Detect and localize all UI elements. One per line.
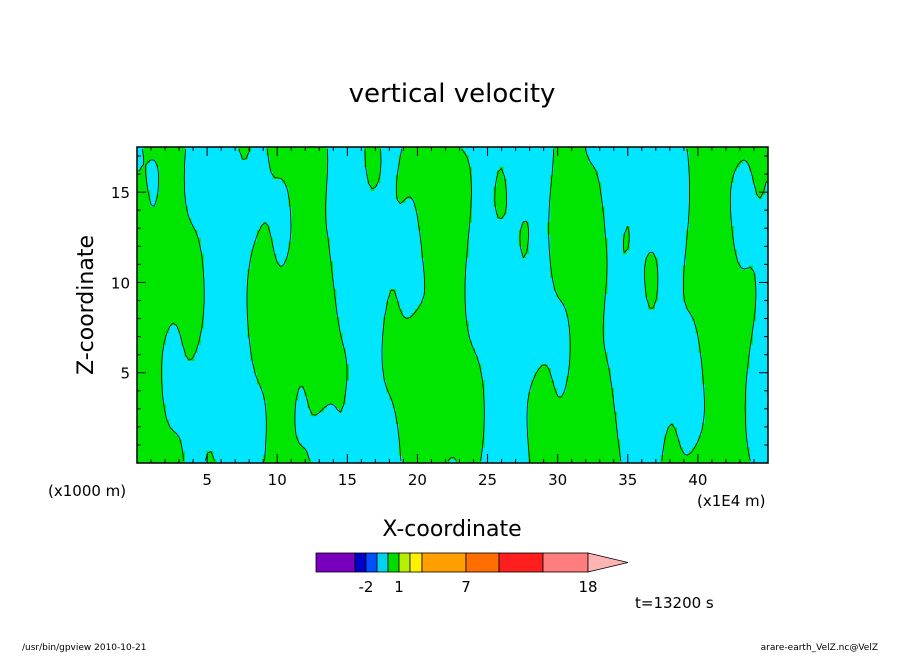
colorbar-label: 1 [394, 578, 404, 596]
x-axis-unit-right: (x1E4 m) [697, 492, 766, 510]
x-axis-label: X-coordinate [382, 517, 521, 542]
colorbar-segment [421, 552, 467, 573]
y-tick-label: 5 [120, 365, 130, 383]
colorbar [315, 552, 629, 573]
colorbar-label: 18 [578, 578, 597, 596]
colorbar-segment [365, 552, 378, 573]
colorbar-label: 7 [461, 578, 471, 596]
zero-contour [138, 148, 767, 462]
y-tick-label: 10 [111, 274, 130, 292]
colorbar-segment [398, 552, 411, 573]
colorbar-segment [315, 552, 356, 573]
colorbar-segment [542, 552, 589, 573]
plot-frame [136, 146, 769, 464]
x-tick-label: 40 [688, 471, 707, 489]
colorbar-labels: -2 1 7 18 [359, 578, 598, 596]
x-tick-label: 30 [548, 471, 567, 489]
plot-area [137, 147, 768, 463]
x-tick-label: 15 [338, 471, 357, 489]
x-tick-label: 35 [618, 471, 637, 489]
x-axis-unit-left: (x1000 m) [48, 482, 126, 500]
x-axis: 5 10 15 20 25 30 35 40 [150, 147, 755, 489]
colorbar-segment [376, 552, 389, 573]
footer-right: arare-earth_VelZ.nc@VelZ [761, 643, 878, 653]
positive-region [137, 147, 768, 463]
colorbar-segment [465, 552, 500, 573]
chart-title: vertical velocity [349, 79, 556, 109]
colorbar-extend-arrow [587, 552, 629, 573]
x-tick-label: 25 [478, 471, 497, 489]
colorbar-label: -2 [359, 578, 374, 596]
colorbar-segment [354, 552, 367, 573]
colorbar-segment [498, 552, 544, 573]
x-tick-label: 10 [268, 471, 287, 489]
time-label: t=13200 s [635, 594, 714, 612]
x-tick-label: 5 [202, 471, 212, 489]
colorbar-segment [387, 552, 400, 573]
y-axis: 5 10 15 [111, 155, 768, 446]
footer-left: /usr/bin/gpview 2010-10-21 [22, 643, 146, 653]
y-axis-label: Z-coordinate [74, 235, 99, 375]
colorbar-segment [409, 552, 423, 573]
y-tick-label: 15 [111, 184, 130, 202]
x-tick-label: 20 [408, 471, 427, 489]
